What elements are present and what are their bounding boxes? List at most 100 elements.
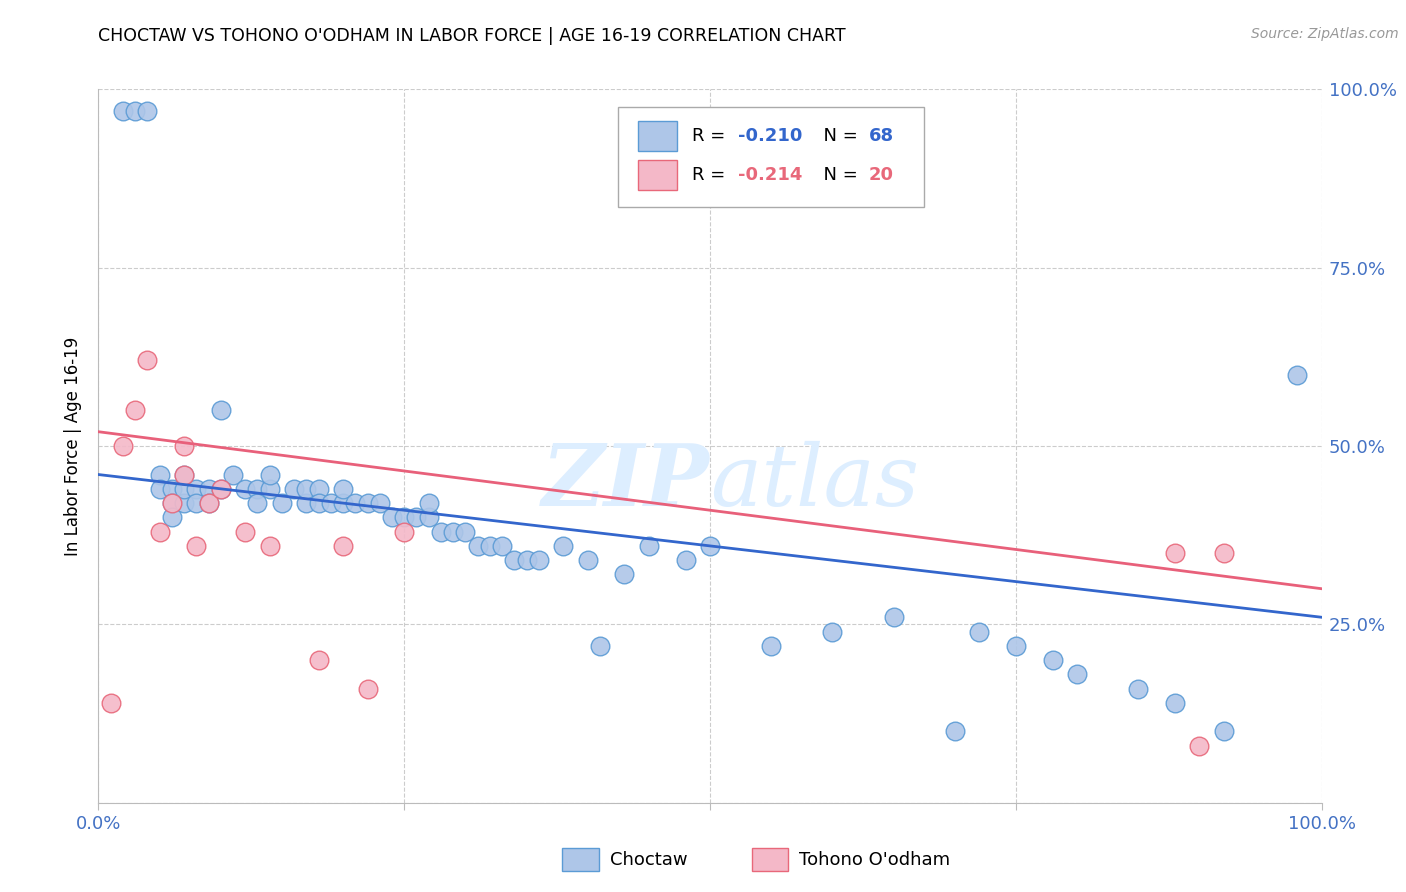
Point	[233, 482, 256, 496]
Point	[675, 553, 697, 567]
Point	[259, 467, 281, 482]
Point	[332, 539, 354, 553]
Point	[111, 103, 134, 118]
Point	[1164, 546, 1187, 560]
Point	[613, 567, 636, 582]
Point	[197, 482, 219, 496]
Point	[368, 496, 391, 510]
Point	[1004, 639, 1026, 653]
Text: Source: ZipAtlas.com: Source: ZipAtlas.com	[1251, 27, 1399, 41]
Point	[136, 103, 159, 118]
Y-axis label: In Labor Force | Age 16-19: In Labor Force | Age 16-19	[65, 336, 83, 556]
Point	[160, 482, 183, 496]
Point	[270, 496, 294, 510]
Point	[1212, 724, 1234, 739]
Point	[308, 482, 330, 496]
Point	[222, 467, 245, 482]
Point	[197, 496, 219, 510]
Point	[478, 539, 501, 553]
FancyBboxPatch shape	[562, 848, 599, 871]
FancyBboxPatch shape	[619, 107, 924, 207]
Text: ZIP: ZIP	[543, 440, 710, 524]
Point	[124, 403, 146, 417]
Point	[308, 653, 330, 667]
Point	[308, 496, 330, 510]
Point	[638, 539, 661, 553]
Point	[209, 403, 232, 417]
Point	[553, 539, 575, 553]
Point	[454, 524, 477, 539]
Point	[160, 496, 183, 510]
Point	[761, 639, 783, 653]
Text: -0.214: -0.214	[738, 166, 803, 184]
Text: CHOCTAW VS TOHONO O'ODHAM IN LABOR FORCE | AGE 16-19 CORRELATION CHART: CHOCTAW VS TOHONO O'ODHAM IN LABOR FORCE…	[98, 27, 846, 45]
Point	[1128, 681, 1150, 696]
Point	[111, 439, 134, 453]
Point	[943, 724, 966, 739]
Point	[344, 496, 367, 510]
Point	[1066, 667, 1088, 681]
Text: 20: 20	[869, 166, 894, 184]
Point	[295, 482, 318, 496]
Point	[1164, 696, 1187, 710]
Point	[1286, 368, 1309, 382]
Point	[381, 510, 404, 524]
Text: 68: 68	[869, 127, 894, 145]
Point	[259, 482, 281, 496]
Point	[283, 482, 305, 496]
Point	[418, 496, 440, 510]
Point	[503, 553, 526, 567]
Point	[467, 539, 489, 553]
Point	[576, 553, 599, 567]
Text: atlas: atlas	[710, 441, 920, 523]
Point	[699, 539, 721, 553]
Point	[1212, 546, 1234, 560]
Point	[589, 639, 612, 653]
Text: -0.210: -0.210	[738, 127, 803, 145]
Point	[1188, 739, 1211, 753]
Point	[883, 610, 905, 624]
Point	[149, 524, 172, 539]
Point	[100, 696, 122, 710]
FancyBboxPatch shape	[638, 120, 678, 151]
Point	[209, 482, 232, 496]
Point	[392, 510, 416, 524]
Text: N =: N =	[811, 166, 863, 184]
Point	[332, 482, 354, 496]
Point	[430, 524, 453, 539]
Point	[197, 496, 219, 510]
Point	[136, 353, 159, 368]
Point	[967, 624, 990, 639]
Point	[441, 524, 464, 539]
Text: N =: N =	[811, 127, 863, 145]
Point	[186, 496, 208, 510]
Point	[233, 524, 256, 539]
Point	[173, 496, 195, 510]
Point	[405, 510, 427, 524]
FancyBboxPatch shape	[752, 848, 789, 871]
Point	[149, 467, 172, 482]
Text: Tohono O'odham: Tohono O'odham	[800, 851, 950, 869]
Point	[186, 539, 208, 553]
Point	[821, 624, 844, 639]
Point	[259, 539, 281, 553]
Point	[160, 510, 183, 524]
Text: Choctaw: Choctaw	[610, 851, 688, 869]
Point	[173, 439, 195, 453]
Point	[173, 467, 195, 482]
Point	[356, 681, 378, 696]
FancyBboxPatch shape	[638, 160, 678, 190]
Point	[527, 553, 550, 567]
Point	[418, 510, 440, 524]
Point	[332, 496, 354, 510]
Point	[392, 524, 416, 539]
Point	[160, 496, 183, 510]
Point	[515, 553, 537, 567]
Point	[295, 496, 318, 510]
Point	[173, 482, 195, 496]
Point	[246, 496, 269, 510]
Text: R =: R =	[692, 166, 731, 184]
Point	[319, 496, 342, 510]
Point	[491, 539, 513, 553]
Point	[1042, 653, 1064, 667]
